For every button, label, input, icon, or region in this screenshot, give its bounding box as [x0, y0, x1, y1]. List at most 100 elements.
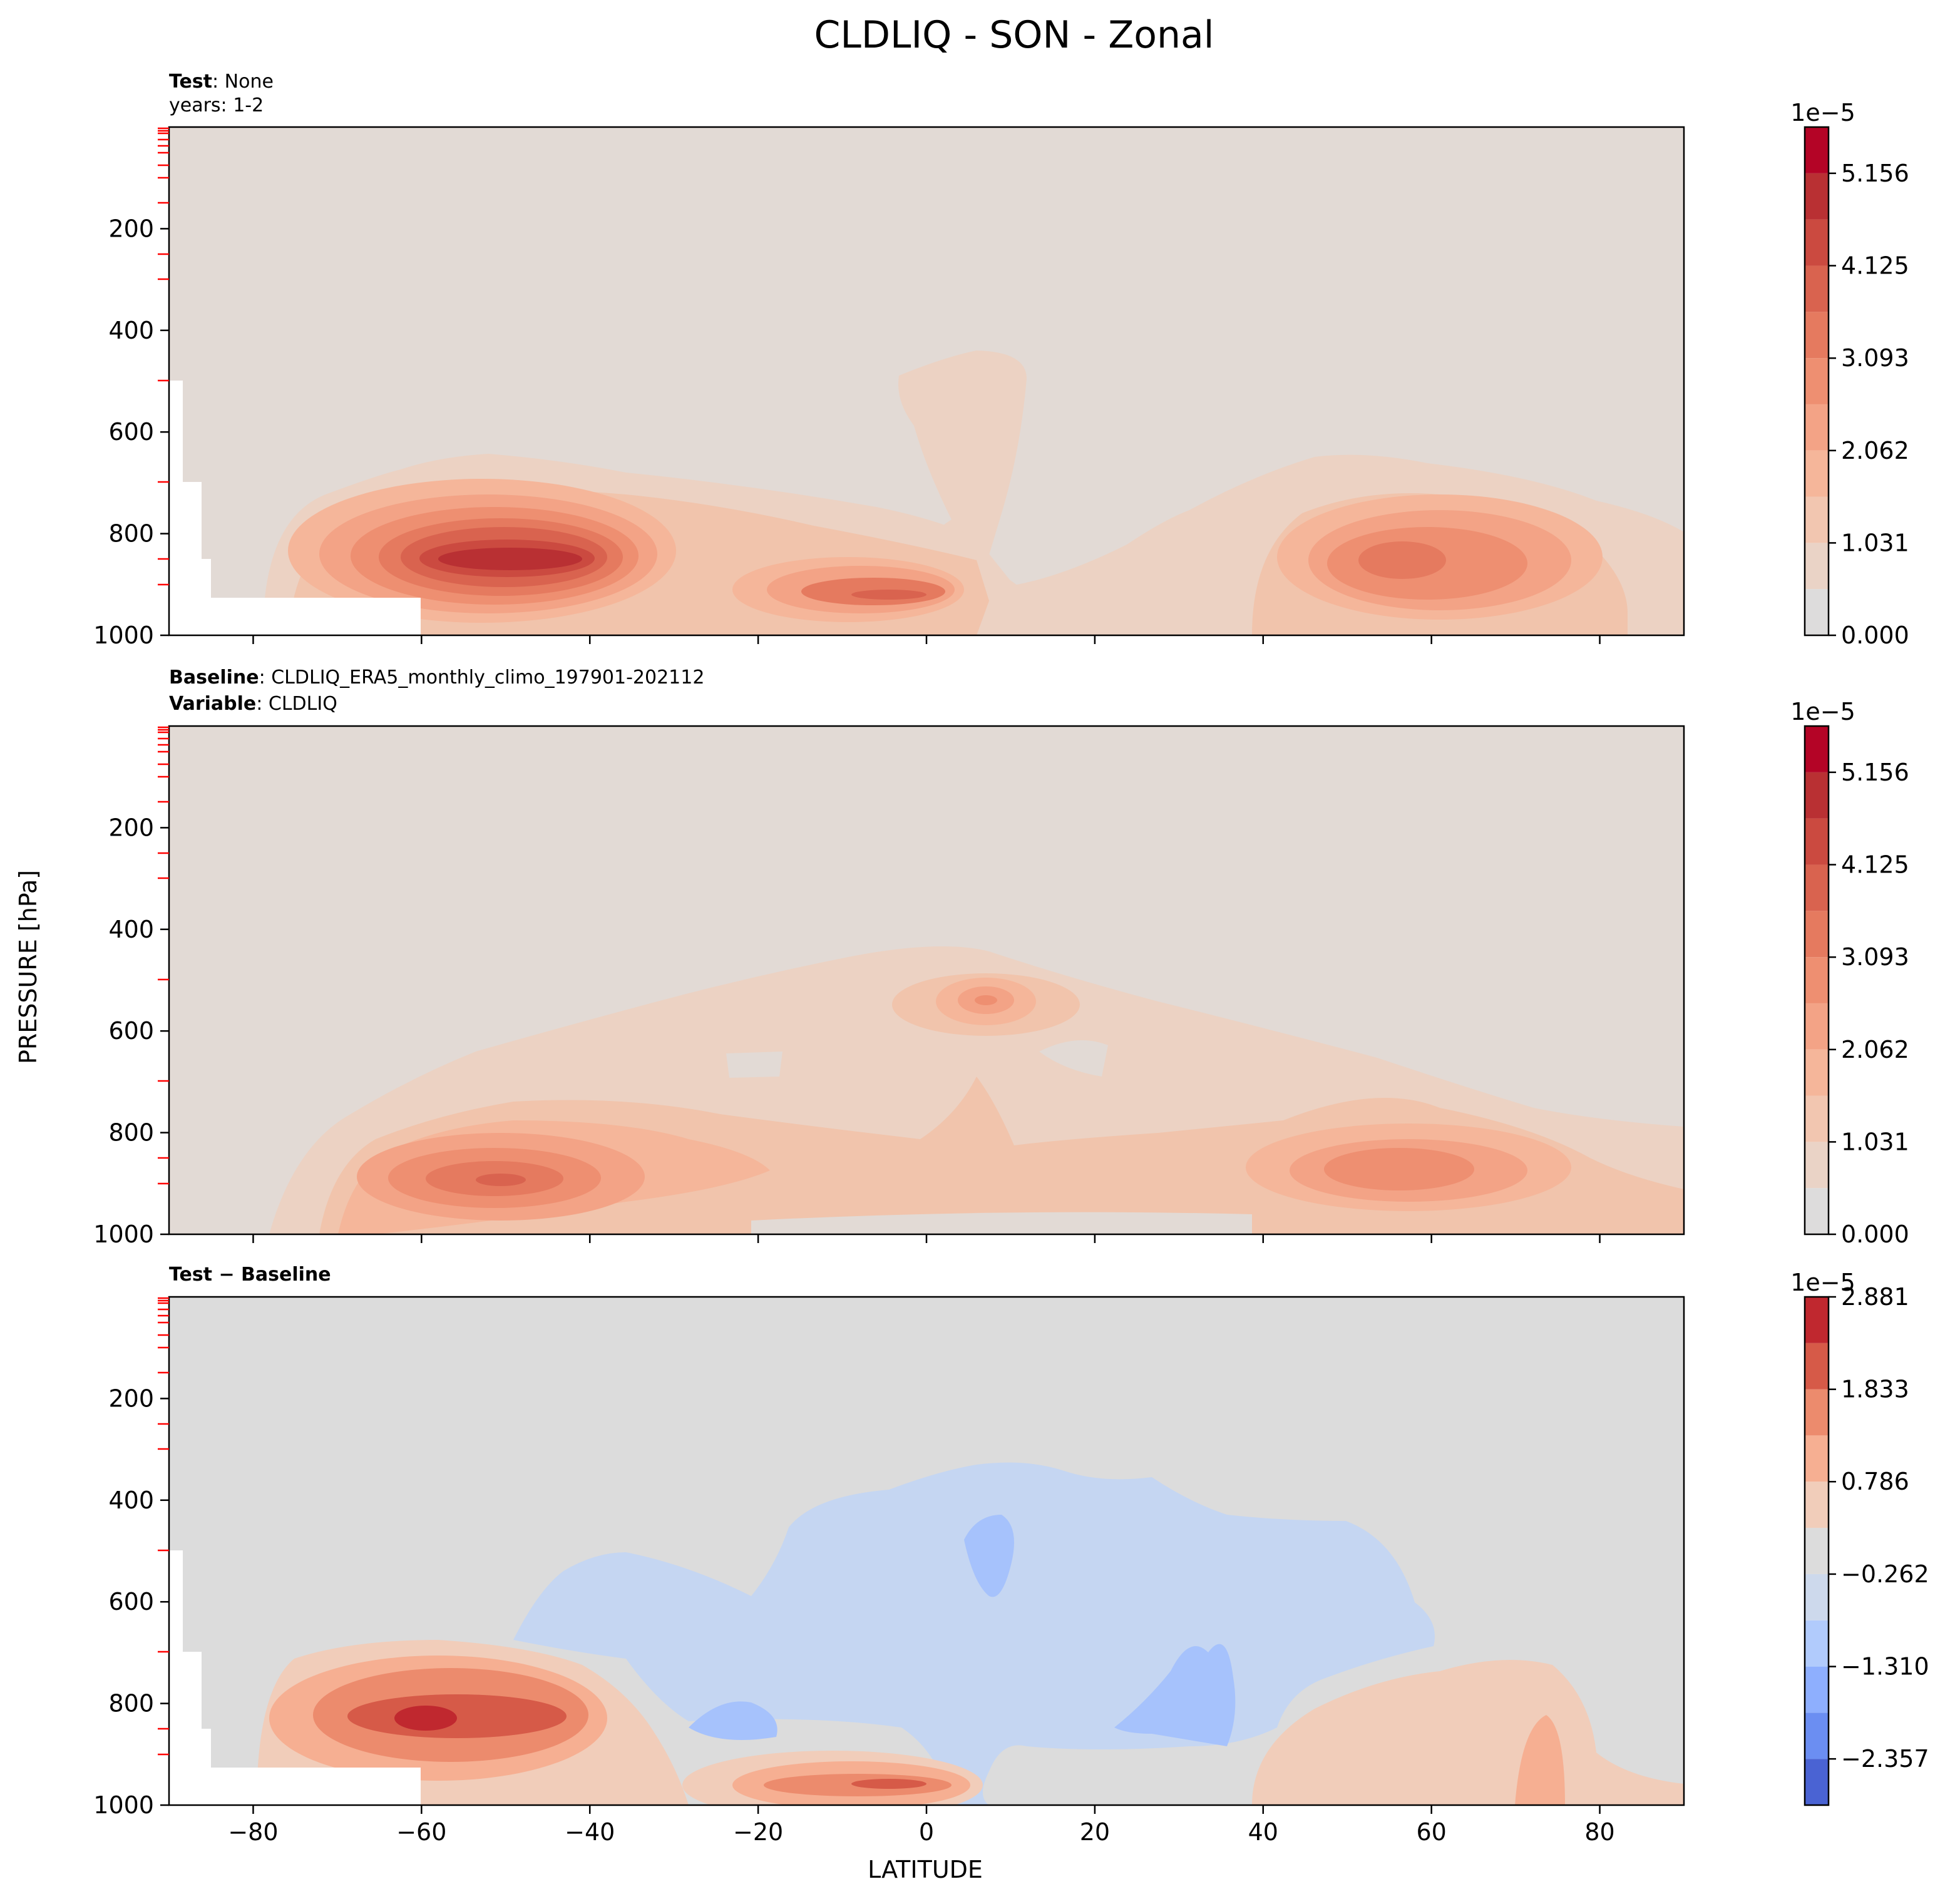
colorbar-diff-swatch [1805, 1528, 1829, 1574]
panel-diff-surface-mask [169, 1550, 421, 1805]
colorbar-test-tick-label: 3.093 [1841, 344, 1909, 372]
panel-test-y-tick-label: 400 [108, 317, 154, 344]
colorbar-baseline: 0.000 1.031 2.062 3.093 4.125 5.156 1e−5 [1790, 698, 1909, 1248]
panel-baseline-y-tick-label: 1000 [93, 1221, 154, 1248]
x-tick-label: 0 [919, 1818, 934, 1846]
panel-diff: Test − Baseline [93, 1264, 1685, 1846]
x-tick-label: 60 [1416, 1818, 1446, 1846]
colorbar-test-swatch [1805, 127, 1829, 173]
colorbar-baseline-swatch [1805, 911, 1829, 958]
panel-baseline-note-text: : CLDLIQ_ERA5_monthly_climo_197901-20211… [259, 667, 705, 688]
panel-baseline-nh-level-5 [1324, 1148, 1474, 1190]
colorbar-diff-offset-label: 1e−5 [1790, 1269, 1855, 1296]
panel-diff-x-tick-labels: −80 −60 −40 −20 0 20 40 60 80 [228, 1818, 1614, 1846]
colorbar-test-swatch [1805, 312, 1829, 359]
panel-baseline-field [169, 726, 1684, 1234]
colorbar-test-swatch [1805, 265, 1829, 312]
colorbar-diff-tick-label: 0.786 [1841, 1468, 1909, 1495]
colorbar-baseline-swatch [1805, 1188, 1829, 1234]
colorbar-test-swatch [1805, 450, 1829, 497]
colorbar-test-tick-label: 5.156 [1841, 160, 1909, 187]
colorbar-test-swatch [1805, 358, 1829, 404]
panel-diff-y-tick-label: 400 [108, 1487, 154, 1514]
panel-diff-sh-level-5 [394, 1706, 457, 1731]
colorbar-test-swatch [1805, 404, 1829, 451]
colorbar-diff-swatch [1805, 1620, 1829, 1667]
x-tick-label: −80 [228, 1818, 278, 1846]
panel-baseline-note-bold: Baseline [169, 667, 259, 688]
panel-test-note-text: : None [212, 71, 274, 93]
panel-test-pressure-level-ticks [158, 127, 169, 586]
panel-diff-nh-positive-level-2 [1515, 1715, 1565, 1805]
colorbar-baseline-swatch [1805, 1049, 1829, 1096]
colorbar-test-frame [1804, 126, 1830, 637]
panel-baseline-low-pocket-2 [1039, 1040, 1108, 1077]
colorbar-baseline-tick-label: 3.093 [1841, 943, 1909, 971]
panel-test-sh-level-9 [438, 548, 582, 570]
panel-diff-field [169, 1297, 1684, 1805]
colorbar-baseline-tick-label: 0.000 [1841, 1221, 1909, 1248]
panel-diff-x-ticks [252, 1805, 1601, 1814]
colorbar-diff-tick-label: 1.833 [1841, 1376, 1909, 1403]
panel-test-field [169, 127, 1684, 635]
panel-diff-sh-level-4 [347, 1694, 567, 1738]
colorbar-baseline-swatch [1805, 864, 1829, 911]
panel-baseline-y-tick-label: 200 [108, 814, 154, 841]
panel-test-y-tick-label: 200 [108, 215, 154, 242]
panel-baseline-note2-text: : CLDLIQ [256, 693, 337, 715]
panel-baseline-x-ticks [252, 1234, 1601, 1243]
colorbar-diff-swatch [1805, 1482, 1829, 1528]
x-tick-label: −20 [733, 1818, 783, 1846]
panel-baseline-pressure-level-ticks [158, 726, 169, 1185]
panel-diff-negative-level-2c [1114, 1644, 1236, 1746]
colorbar-diff-swatch [1805, 1389, 1829, 1436]
panel-diff-negative-level-2b [689, 1701, 777, 1740]
panel-diff-y-axis: 200 400 600 800 1000 [93, 1385, 169, 1819]
colorbar-baseline-tick-label: 4.125 [1841, 851, 1909, 878]
panel-baseline-y-tick-label: 800 [108, 1119, 154, 1147]
colorbar-baseline-tick-label: 1.031 [1841, 1128, 1909, 1155]
panel-diff-y-tick-label: 200 [108, 1385, 154, 1412]
colorbar-baseline-tick-label: 2.062 [1841, 1036, 1909, 1063]
colorbar-test: 0.000 1.031 2.062 3.093 4.125 5.156 1e−5 [1790, 99, 1909, 649]
panel-baseline-note2-bold: Variable [169, 693, 256, 715]
colorbar-diff: 2.881 1.833 0.786 −0.262 −1.310 −2.357 1e−5 [1790, 1269, 1929, 1806]
panel-diff-y-tick-label: 800 [108, 1690, 154, 1717]
colorbar-diff-swatch [1805, 1666, 1829, 1713]
colorbar-test-tick-label: 0.000 [1841, 622, 1909, 649]
panel-baseline-note-line1: Baseline: CLDLIQ_ERA5_monthly_climo_1979… [169, 667, 704, 688]
colorbar-diff-swatch [1805, 1759, 1829, 1805]
colorbar-diff-frame [1804, 1296, 1830, 1806]
colorbar-baseline-frame [1804, 725, 1830, 1236]
panel-test-x-ticks [252, 635, 1601, 644]
colorbar-baseline-swatch [1805, 1142, 1829, 1189]
panel-baseline-tropical-level-5 [975, 995, 997, 1005]
colorbar-diff-swatch [1805, 1712, 1829, 1759]
colorbar-baseline-swatch [1805, 1003, 1829, 1050]
x-tick-label: 40 [1248, 1818, 1278, 1846]
panel-diff-pressure-level-ticks [158, 1297, 169, 1756]
panel-test-note-line2: years: 1-2 [169, 95, 264, 116]
panel-diff-nh-positive-level-1 [1252, 1660, 1684, 1805]
panel-test-y-tick-label: 800 [108, 520, 154, 548]
panel-diff-y-tick-label: 1000 [93, 1791, 154, 1819]
colorbar-baseline-swatch [1805, 772, 1829, 819]
panel-baseline-surface-tail [751, 1212, 1252, 1234]
colorbar-test-swatch [1805, 219, 1829, 266]
colorbar-baseline-offset-label: 1e−5 [1790, 698, 1855, 725]
panel-test-y-tick-label: 600 [108, 418, 154, 446]
panel-test-sc-level-7 [851, 590, 926, 600]
panel-baseline: Baseline: CLDLIQ_ERA5_monthly_climo_1979… [93, 667, 1685, 1248]
colorbar-baseline-swatch [1805, 1095, 1829, 1142]
panel-diff-note: Test − Baseline [169, 1264, 331, 1286]
panel-diff-y-tick-label: 600 [108, 1588, 154, 1615]
panel-diff-sc-level-4 [851, 1779, 926, 1789]
colorbar-diff-swatch [1805, 1574, 1829, 1620]
panel-baseline-y-tick-label: 600 [108, 1017, 154, 1045]
x-tick-label: −60 [396, 1818, 446, 1846]
colorbar-baseline-tick-label: 5.156 [1841, 759, 1909, 786]
x-tick-label: 20 [1080, 1818, 1110, 1846]
colorbar-test-swatch [1805, 543, 1829, 590]
y-axis-label: PRESSURE [hPa] [14, 870, 42, 1064]
